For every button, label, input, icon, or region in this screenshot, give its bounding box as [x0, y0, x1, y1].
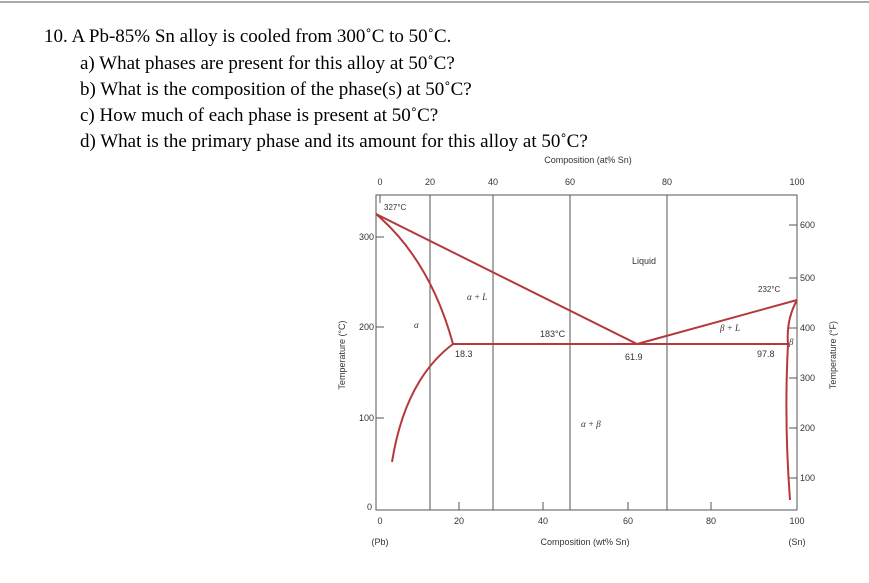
top-tick: 80 — [662, 177, 672, 187]
right-axis-title: Temperature (°F) — [828, 321, 838, 389]
top-axis-title: Composition (at% Sn) — [544, 155, 632, 165]
question-item: a) What phases are present for this allo… — [80, 53, 455, 74]
top-tick: 60 — [565, 177, 575, 187]
bottom-tick: 80 — [706, 516, 716, 526]
right-tick: 300 — [800, 373, 815, 383]
region-label: α — [414, 320, 419, 330]
region-label: 232°C — [758, 285, 781, 294]
top-tick: 20 — [425, 177, 435, 187]
region-label: α + L — [467, 292, 487, 302]
left-tick: 0 — [367, 502, 372, 512]
question-item: d) What is the primary phase and its amo… — [80, 131, 588, 152]
question-item: c) How much of each phase is present at … — [80, 105, 438, 126]
bottom-tick: 0 — [377, 516, 382, 526]
right-tick: 200 — [800, 423, 815, 433]
bottom-tick: 20 — [454, 516, 464, 526]
right-end: (Sn) — [788, 537, 805, 547]
top-tick: 40 — [488, 177, 498, 187]
region-label: β — [788, 337, 794, 347]
diagram-frame — [375, 194, 798, 511]
phase-boundaries — [375, 213, 798, 501]
frame — [375, 194, 798, 511]
right-tick: 400 — [800, 323, 815, 333]
region-label: β + L — [719, 323, 740, 333]
left-end: (Pb) — [371, 537, 388, 547]
guide-lines — [429, 203, 668, 510]
alpha-solidus — [375, 213, 454, 345]
region-label: 18.3 — [455, 349, 473, 359]
region-label: 327°C — [384, 203, 407, 212]
left-tick: 200 — [359, 322, 374, 332]
region-label: α + β — [581, 419, 601, 429]
left-tick: 300 — [359, 232, 374, 242]
bottom-tick: 100 — [789, 516, 804, 526]
region-label: 183°C — [540, 329, 566, 339]
diagram-text: Composition (at% Sn) 0 20 40 60 80 100 0… — [337, 155, 838, 547]
top-tick: 100 — [789, 177, 804, 187]
question-item: b) What is the composition of the phase(… — [80, 79, 472, 100]
region-label: 61.9 — [625, 352, 643, 362]
region-label: Liquid — [632, 256, 656, 266]
top-tick: 0 — [377, 177, 382, 187]
bottom-tick: 40 — [538, 516, 548, 526]
left-tick: 100 — [359, 413, 374, 423]
right-tick: 600 — [800, 220, 815, 230]
bottom-axis-title: Composition (wt% Sn) — [540, 537, 629, 547]
bottom-tick: 60 — [623, 516, 633, 526]
question-title: 10. A Pb-85% Sn alloy is cooled from 300… — [44, 26, 451, 47]
question: 10. A Pb-85% Sn alloy is cooled from 300… — [44, 26, 588, 152]
beta-boundary — [785, 299, 798, 501]
tick-marks — [376, 195, 797, 510]
right-tick: 100 — [800, 473, 815, 483]
right-tick: 500 — [800, 273, 815, 283]
region-label: 97.8 — [757, 349, 775, 359]
left-axis-title: Temperature (°C) — [337, 320, 347, 389]
alpha-solvus — [391, 343, 454, 463]
